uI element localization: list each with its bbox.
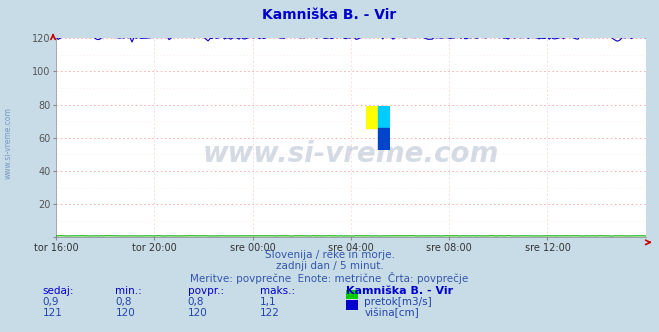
Text: Kamniška B. - Vir: Kamniška B. - Vir — [346, 286, 453, 296]
Text: pretok[m3/s]: pretok[m3/s] — [364, 297, 432, 307]
Text: višina[cm]: višina[cm] — [364, 308, 419, 318]
Bar — [366, 106, 378, 128]
Text: 121: 121 — [43, 308, 63, 318]
Text: zadnji dan / 5 minut.: zadnji dan / 5 minut. — [275, 261, 384, 271]
Text: 122: 122 — [260, 308, 280, 318]
Text: 120: 120 — [115, 308, 135, 318]
Text: www.si-vreme.com: www.si-vreme.com — [203, 140, 499, 168]
Text: Kamniška B. - Vir: Kamniška B. - Vir — [262, 8, 397, 22]
Text: Slovenija / reke in morje.: Slovenija / reke in morje. — [264, 250, 395, 260]
Text: min.:: min.: — [115, 286, 142, 296]
Text: sedaj:: sedaj: — [43, 286, 74, 296]
Text: 1,1: 1,1 — [260, 297, 277, 307]
Text: maks.:: maks.: — [260, 286, 295, 296]
Text: www.si-vreme.com: www.si-vreme.com — [4, 107, 13, 179]
Text: Meritve: povprečne  Enote: metrične  Črta: povprečje: Meritve: povprečne Enote: metrične Črta:… — [190, 272, 469, 284]
Text: 0,8: 0,8 — [188, 297, 204, 307]
Bar — [378, 106, 390, 128]
Bar — [378, 128, 390, 150]
Text: 120: 120 — [188, 308, 208, 318]
Text: povpr.:: povpr.: — [188, 286, 224, 296]
Text: 0,9: 0,9 — [43, 297, 59, 307]
Text: 0,8: 0,8 — [115, 297, 132, 307]
